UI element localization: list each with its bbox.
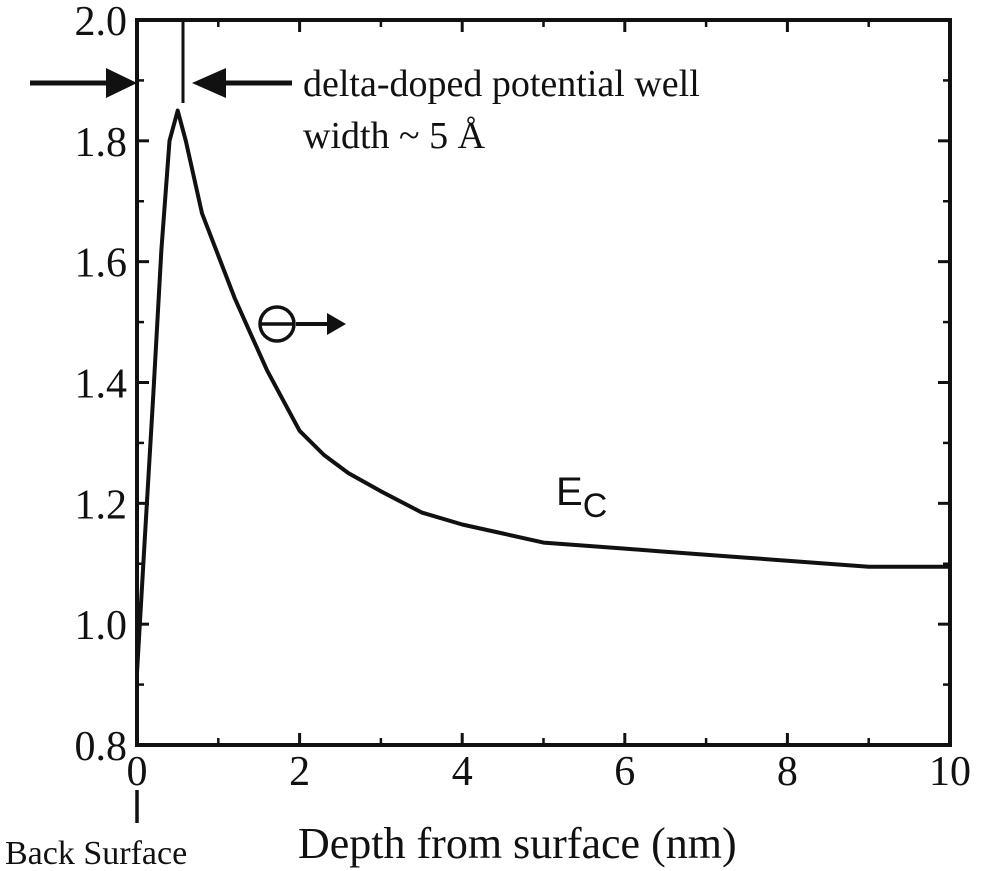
y-tick-label: 0.8: [75, 724, 128, 770]
y-tick-label: 1.0: [75, 603, 128, 649]
x-tick-label: 0: [127, 749, 148, 795]
x-axis-label: Depth from surface (nm): [298, 819, 737, 868]
x-tick-label: 10: [929, 749, 971, 795]
x-tick-label: 8: [777, 749, 798, 795]
x-tick-label: 6: [614, 749, 635, 795]
ec-label: EC: [556, 470, 607, 525]
ec-label-main: E: [556, 470, 583, 514]
plot-frame: [135, 18, 952, 747]
left-arrow-icon: [30, 68, 137, 98]
series-line-ec: [135, 108, 950, 673]
x-axis-ticks: 0 2 4 6 8 10: [127, 20, 971, 795]
y-axis-ticks: 0.8 1.0 1.2 1.4 1.6 1.8 2.0: [75, 0, 950, 770]
ec-label-sub: C: [583, 487, 608, 525]
y-tick-label: 1.4: [75, 362, 128, 408]
well-label-line2: width ~ 5 Å: [303, 115, 486, 157]
right-arrow-icon: [192, 68, 292, 98]
y-tick-label: 1.8: [75, 120, 128, 166]
back-surface-label: Back Surface: [5, 835, 187, 871]
electron-arrow-icon: [258, 305, 346, 343]
x-tick-label: 2: [289, 749, 310, 795]
well-label-line1: delta-doped potential well: [303, 63, 700, 105]
y-tick-label: 2.0: [75, 0, 128, 45]
y-tick-label: 1.2: [75, 482, 128, 528]
y-tick-label: 1.6: [75, 241, 128, 287]
x-tick-label: 4: [452, 749, 473, 795]
